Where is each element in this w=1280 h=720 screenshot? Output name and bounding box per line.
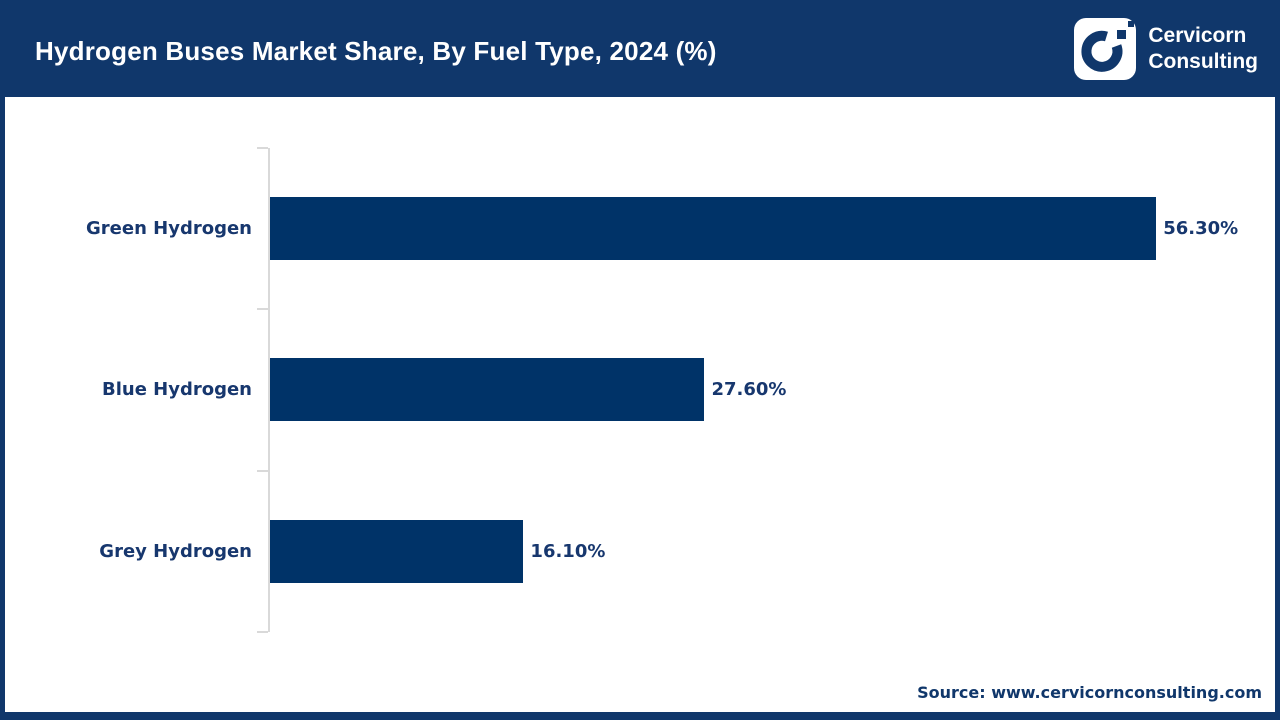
brand-name: Cervicorn Consulting — [1148, 23, 1258, 75]
category-axis-labels: Green Hydrogen Blue Hydrogen Grey Hydrog… — [5, 148, 252, 632]
bar-row: 56.30% — [270, 148, 1268, 309]
plot-area: 56.30% 27.60% 16.10% — [257, 147, 1268, 633]
category-label-blue-hydrogen: Blue Hydrogen — [101, 379, 252, 401]
brand-name-line2: Consulting — [1148, 49, 1258, 73]
bar-blue-hydrogen — [270, 358, 705, 422]
brand-logo-group: Cervicorn Consulting — [1074, 17, 1258, 80]
axis-tick — [257, 147, 268, 149]
header-band: Hydrogen Buses Market Share, By Fuel Typ… — [0, 0, 1280, 97]
axis-tick — [257, 469, 268, 472]
bar-row: 27.60% — [270, 309, 1268, 470]
brand-name-line1: Cervicorn — [1148, 23, 1247, 47]
bar-green-hydrogen — [270, 197, 1157, 261]
axis-tick — [257, 308, 268, 311]
category-label-grey-hydrogen: Grey Hydrogen — [99, 540, 252, 562]
value-label-blue-hydrogen: 27.60% — [711, 379, 787, 401]
chart-area: Green Hydrogen Blue Hydrogen Grey Hydrog… — [5, 97, 1275, 712]
chart-title: Hydrogen Buses Market Share, By Fuel Typ… — [35, 36, 717, 66]
cervicorn-logo-icon — [1074, 17, 1137, 80]
source-attribution: Source: www.cervicornconsulting.com — [917, 683, 1262, 702]
value-label-green-hydrogen: 56.30% — [1163, 218, 1239, 240]
axis-tick — [257, 631, 268, 633]
category-label-green-hydrogen: Green Hydrogen — [86, 218, 252, 240]
bar-row: 16.10% — [270, 471, 1268, 632]
value-label-grey-hydrogen: 16.10% — [530, 540, 606, 562]
bar-grey-hydrogen — [270, 519, 524, 583]
